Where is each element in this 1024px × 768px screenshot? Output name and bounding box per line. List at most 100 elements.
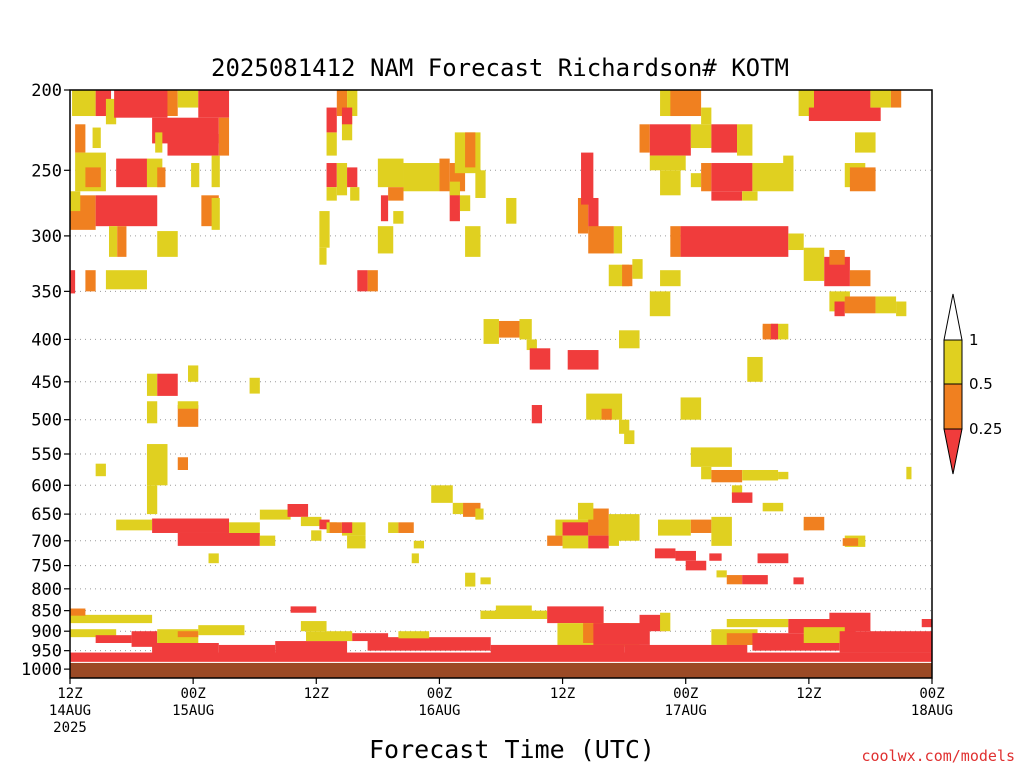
ri-cell-high [449, 181, 460, 196]
ri-cell-high [191, 163, 200, 188]
ri-cell-high [690, 447, 732, 467]
ri-cell-high [146, 401, 158, 424]
ri-cell-mid [726, 633, 768, 645]
ri-cell-mid [622, 264, 633, 287]
ri-cell-low [793, 577, 804, 585]
ri-cell-low [319, 519, 330, 530]
ri-cell-mid [177, 405, 199, 427]
ri-cell-high [259, 535, 276, 546]
ri-cell-low [581, 152, 594, 205]
ri-cell-low [649, 124, 691, 156]
ri-cell-low [709, 553, 722, 561]
y-tick-label: 700 [31, 532, 62, 552]
ri-cell-mid [849, 167, 876, 192]
ri-cell-high [632, 259, 643, 279]
ri-cell-mid [726, 575, 743, 585]
ri-cell-mid [601, 408, 612, 420]
ri-cell-high [480, 610, 548, 620]
ri-cell-low [711, 191, 743, 201]
colorbar-top-arrow [943, 293, 963, 341]
ri-cell-mid [388, 187, 404, 201]
ri-cell-low [95, 195, 158, 227]
ri-cell-high [701, 466, 712, 480]
ri-cell-high [311, 530, 322, 541]
ri-cell-low [808, 107, 881, 122]
ri-cell-high [155, 132, 163, 153]
ri-cell-high [157, 231, 178, 257]
y-tick-label: 300 [31, 227, 62, 247]
ri-cell-high [660, 612, 671, 632]
ri-cell-mid [670, 226, 681, 257]
ri-cell-high [377, 158, 404, 188]
ri-cell-high [624, 430, 635, 445]
ri-cell-high [731, 485, 743, 495]
ri-cell-mid [844, 296, 876, 314]
ri-cell-low [490, 644, 625, 657]
ri-cell-low [152, 518, 230, 533]
ri-cell-low [639, 614, 666, 632]
colorbar-label: 1 [969, 331, 979, 349]
x-axis-title: Forecast Time (UTC) [369, 735, 655, 764]
ri-cell-low [531, 405, 543, 424]
y-axis-ticks: 200 250 300 350 400 450 500 550 600 650 700 750 8008… [21, 81, 70, 680]
ri-cell-mid [70, 608, 86, 616]
ri-cell-mid [336, 90, 348, 117]
x-tick-label: 2025 [53, 720, 87, 736]
ri-cell-high [208, 553, 219, 564]
y-tick-label: 500 [31, 411, 62, 431]
ri-cell-high [336, 163, 348, 196]
ri-cell-low [287, 504, 309, 517]
ri-cell-low [449, 191, 460, 222]
ri-cell-low [921, 619, 932, 628]
y-tick-label: 650 [31, 505, 62, 525]
ri-cell-high [762, 502, 784, 512]
ri-cell-low [588, 535, 609, 549]
ri-cell-high [319, 211, 330, 248]
colorbar-label: 0.25 [969, 420, 1002, 438]
ri-cell-high [105, 270, 147, 290]
ri-cell-high [660, 170, 681, 196]
ri-cell-mid [367, 270, 378, 292]
ri-cell-high [526, 339, 537, 351]
ri-cell-mid [167, 90, 178, 117]
ri-cell-mid [157, 167, 166, 188]
ri-cell-high [146, 444, 168, 486]
ri-cell-mid [690, 519, 712, 533]
ri-cell-high [347, 535, 366, 549]
ri-cell-high [393, 211, 404, 224]
ri-cell-high [211, 197, 220, 230]
ri-cell-low [529, 348, 551, 370]
ri-cell-low [95, 635, 132, 644]
plot-area [70, 90, 932, 678]
x-tick-label: 18AUG [911, 703, 953, 719]
ri-cell-low [675, 550, 696, 561]
x-tick-label: 12Z [304, 686, 329, 702]
ri-cell-mid [177, 457, 189, 470]
ri-cell-high [350, 187, 360, 201]
ri-cell-high [519, 319, 532, 340]
y-tick-label: 550 [31, 445, 62, 465]
ri-cell-high [896, 301, 907, 317]
colorbar-swatch [943, 383, 963, 430]
ri-cell-high [737, 124, 753, 156]
ri-cell-mid [588, 226, 614, 254]
ri-cell-mid [117, 226, 127, 257]
ri-cell-high [747, 356, 763, 382]
ri-cell-low [116, 158, 147, 188]
x-tick-label: 00Z [427, 686, 452, 702]
ri-cell-low [757, 553, 789, 564]
ri-cell-high [259, 509, 291, 520]
ri-cell-high [495, 605, 532, 612]
ri-cell-low [357, 270, 368, 292]
ri-cell-high [198, 625, 245, 636]
ri-cell-mid [701, 163, 712, 192]
ri-cell-high [562, 535, 589, 549]
ri-cell-high [300, 516, 322, 527]
ri-cell-high [613, 226, 623, 254]
ri-cell-high [475, 170, 486, 198]
ri-cell-low [167, 133, 219, 156]
x-tick-label: 12Z [550, 686, 575, 702]
ri-cell-low [70, 270, 76, 294]
